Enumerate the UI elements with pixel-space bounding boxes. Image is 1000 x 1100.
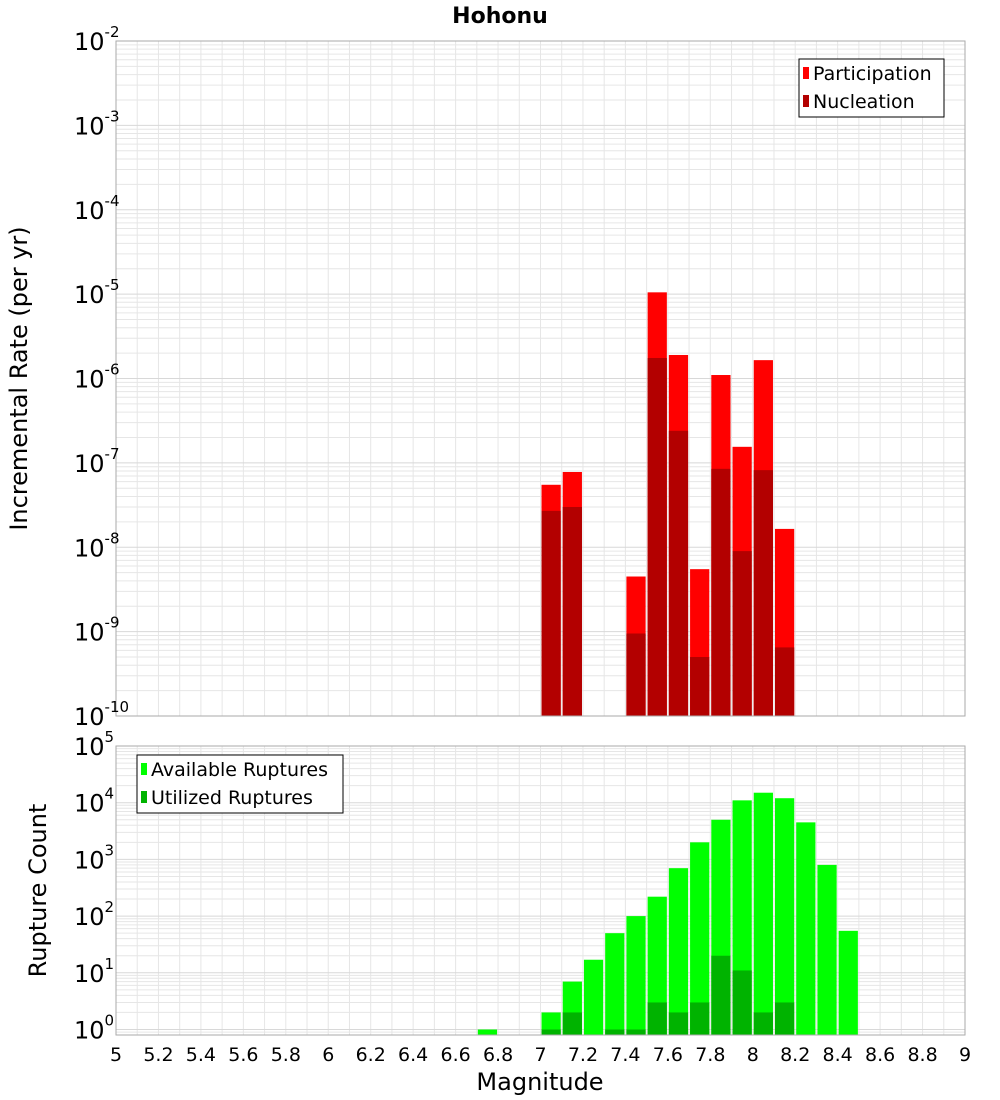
plot-frame [115,40,966,717]
bar-utilized-ruptures [711,955,731,1035]
y-tick-label: 10-9 [74,614,120,647]
legend-swatch [803,95,809,107]
bar-available-ruptures [477,1029,498,1035]
x-tick-label: 6.4 [398,1044,428,1066]
bar-utilized-ruptures [753,1012,773,1035]
x-tick-label: 5.2 [143,1044,173,1066]
bar-utilized-ruptures [562,1012,582,1035]
bar-nucleation [668,430,689,716]
y-tick-label: 100 [74,1012,114,1045]
legend-swatch [803,67,809,79]
x-tick-label: 8 [747,1044,759,1066]
legend-box [798,58,945,118]
y-tick-label: 103 [74,841,114,874]
bar-nucleation [562,506,582,716]
bar-utilized-ruptures [668,1012,689,1035]
legend-box [136,754,344,814]
x-tick-label: 8.8 [907,1044,937,1066]
x-tick-label: 6.8 [483,1044,513,1066]
bar-available-ruptures [541,1012,561,1035]
x-tick-label: 5.6 [228,1044,258,1066]
bar-nucleation [690,657,710,716]
bar-available-ruptures [626,916,646,1035]
y-tick-label: 10-2 [74,23,120,56]
bottom-panel: 100 101 102 103 104 105 Rupture Count Available… [24,728,966,1045]
bar-utilized-ruptures [774,1002,795,1035]
bar-nucleation [774,647,795,716]
bar-available-ruptures [838,930,858,1035]
y-tick-label: 104 [74,785,114,818]
x-tick-label: 5 [110,1044,122,1066]
y-tick-label: 10-10 [74,698,129,731]
bar-nucleation [626,633,646,716]
legend-label: Participation [813,63,932,85]
bar-available-ruptures [605,933,625,1035]
bar-available-ruptures [753,792,773,1035]
x-tick-label: 6 [322,1044,334,1066]
bar-nucleation [753,470,773,716]
bar-nucleation [711,468,731,716]
y-ticks: 10-10 10-9 10-8 10-7 10-6 10-5 10-4 10-3 10-2 [74,23,129,731]
bars [477,792,858,1035]
top-panel: 10-10 10-9 10-8 10-7 10-6 10-5 10-4 10-3 10-2 Inc… [5,23,966,731]
y-ticks: 100 101 102 103 104 105 [74,728,114,1045]
x-tick-label: 8.2 [780,1044,810,1066]
legend: Participation Nucleation [798,58,945,118]
bar-available-ruptures [583,959,604,1035]
y-tick-label: 10-5 [74,276,120,309]
x-tick-label: 7.2 [568,1044,598,1066]
x-axis-label: Magnitude [476,1068,603,1096]
y-tick-label: 102 [74,898,114,931]
bar-utilized-ruptures [605,1029,625,1035]
plot-frame [115,745,966,1036]
legend: Available Ruptures Utilized Ruptures [136,754,344,814]
x-tick-label: 7 [534,1044,546,1066]
x-tick-label: 6.2 [356,1044,386,1066]
bar-utilized-ruptures [541,1029,561,1035]
chart-title: Hohonu [452,4,548,29]
grid [115,40,966,717]
legend-label: Available Ruptures [151,759,328,781]
x-tick-label: 5.4 [186,1044,216,1066]
x-tick-label: 8.6 [865,1044,895,1066]
y-tick-label: 10-3 [74,107,120,140]
bar-available-ruptures [668,868,689,1035]
y-tick-label: 10-7 [74,445,120,478]
bar-nucleation [647,357,667,716]
bar-utilized-ruptures [690,1002,710,1035]
x-ticks: 5 5.2 5.4 5.6 5.8 6 6.2 6.4 6.6 6.8 7 7.2 7.4 7.6 7.8 8… [110,1044,971,1066]
bar-utilized-ruptures [647,1002,667,1035]
bar-available-ruptures [774,798,795,1035]
x-tick-label: 5.8 [271,1044,301,1066]
y-tick-label: 105 [74,728,114,761]
bar-nucleation [541,510,561,716]
x-tick-label: 8.4 [823,1044,853,1066]
y-tick-label: 10-8 [74,529,120,562]
bars [541,292,795,716]
bar-available-ruptures [647,896,667,1035]
legend-swatch [141,763,147,775]
x-tick-label: 7.8 [695,1044,725,1066]
y-tick-label: 10-4 [74,192,120,225]
x-tick-label: 7.6 [653,1044,683,1066]
y-tick-label: 101 [74,955,114,988]
y-tick-label: 10-6 [74,361,120,394]
bar-available-ruptures [796,822,816,1035]
x-tick-label: 6.6 [440,1044,470,1066]
x-tick-label: 7.4 [610,1044,640,1066]
bar-available-ruptures [690,842,710,1035]
bar-nucleation [732,551,752,716]
legend-label: Nucleation [813,91,915,113]
legend-swatch [141,791,147,803]
legend-label: Utilized Ruptures [151,787,313,809]
bar-available-ruptures [817,864,837,1035]
y-axis-label: Incremental Rate (per yr) [5,226,33,530]
bar-utilized-ruptures [732,970,752,1035]
y-axis-label: Rupture Count [24,804,52,978]
bar-utilized-ruptures [626,1029,646,1035]
x-tick-label: 9 [959,1044,971,1066]
